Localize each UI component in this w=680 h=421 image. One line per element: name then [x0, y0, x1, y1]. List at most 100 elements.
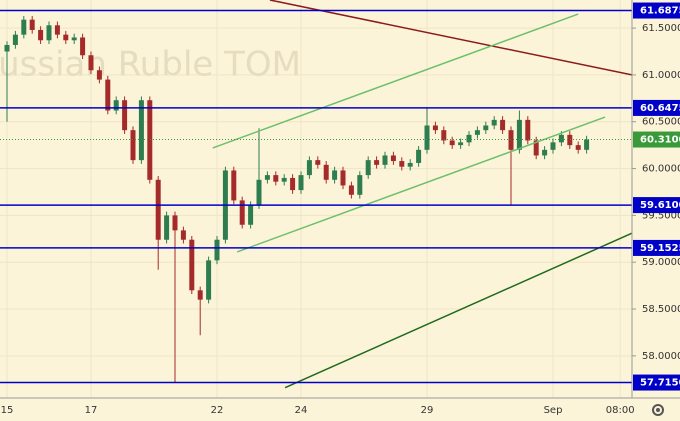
candle-body: [449, 140, 455, 146]
x-tick-label: 24: [295, 405, 308, 416]
candle-body: [138, 100, 144, 161]
candle-body: [96, 70, 102, 80]
candle-body: [407, 162, 413, 167]
y-tick-label: 61.5000: [642, 23, 680, 34]
y-tick-label: 59.5000: [642, 210, 680, 221]
candle-body: [458, 142, 464, 146]
candle-body: [189, 239, 195, 291]
candle-body: [113, 100, 119, 111]
x-tick-label: 15: [1, 405, 14, 416]
x-tick-label: 29: [421, 405, 434, 416]
candle-body: [550, 142, 556, 150]
candle-body: [567, 134, 573, 146]
candle-body: [54, 25, 60, 35]
y-tick-label: 58.0000: [642, 351, 680, 362]
candle-body: [575, 145, 581, 150]
candle-body: [390, 155, 396, 162]
y-tick-label: 60.5000: [642, 117, 680, 128]
last-price-label: 60.3100: [640, 135, 680, 146]
candle-body: [315, 160, 321, 165]
candle-body: [21, 19, 27, 35]
candle-body: [63, 34, 69, 41]
y-tick-label: 59.0000: [642, 257, 680, 268]
candle-body: [239, 200, 245, 225]
candle-body: [206, 260, 212, 300]
level-label: 61.6875: [640, 6, 680, 17]
level-box: [633, 99, 680, 116]
candle-body: [533, 140, 539, 156]
trendline: [212, 13, 579, 149]
candle-body: [147, 100, 153, 180]
candle-body: [46, 25, 52, 41]
candle-body: [264, 175, 270, 180]
candle-body: [348, 185, 354, 195]
candle-body: [130, 130, 136, 161]
level-box: [633, 197, 680, 214]
candle-body: [231, 170, 237, 201]
candle-body: [214, 239, 220, 261]
candle-body: [365, 160, 371, 176]
candle-body: [382, 155, 388, 165]
candle-body: [80, 37, 86, 56]
candle-body: [298, 175, 304, 191]
candle-body: [105, 79, 111, 111]
y-tick-label: 58.5000: [642, 304, 680, 315]
x-tick-label: 17: [85, 405, 98, 416]
candle-body: [516, 119, 522, 150]
level-box: [633, 239, 680, 256]
candle-body: [290, 177, 296, 191]
candle-body: [432, 125, 438, 131]
candle-body: [273, 175, 279, 182]
trendline: [284, 232, 632, 389]
trendline: [269, 0, 632, 76]
candle-body: [323, 164, 329, 180]
candle-body: [29, 19, 35, 30]
candle-body: [466, 134, 472, 143]
candle-body: [172, 215, 178, 231]
candle-body: [500, 119, 506, 131]
candle-body: [340, 170, 346, 186]
candle-body: [416, 149, 422, 163]
candle-body: [542, 149, 548, 156]
candle-body: [483, 125, 489, 131]
candle-body: [525, 119, 531, 141]
level-label: 57.7150: [640, 378, 680, 389]
candle-body: [12, 34, 18, 45]
candle-body: [306, 160, 312, 176]
plot-area: Russian Ruble TOM: [0, 0, 632, 398]
candle-body: [71, 37, 77, 41]
last-price-box: [633, 131, 680, 148]
candle-body: [38, 29, 44, 41]
candle-body: [441, 130, 447, 141]
gear[interactable]: [652, 404, 664, 416]
level-box: [633, 374, 680, 391]
y-tick-label: 61.0000: [642, 70, 680, 81]
candle-body: [155, 179, 161, 240]
candle-body: [122, 100, 128, 131]
gear-center[interactable]: [656, 408, 660, 412]
settings-icon[interactable]: [652, 404, 664, 416]
candle-body: [399, 161, 405, 167]
y-tick-label: 60.0000: [642, 164, 680, 175]
candle-body: [332, 170, 338, 180]
x-tick-label: 08:00: [606, 405, 635, 416]
candle-body: [248, 205, 254, 225]
candle-body: [281, 177, 287, 182]
candle-body: [558, 134, 564, 143]
candle-body: [4, 44, 10, 52]
candle-body: [88, 55, 94, 71]
candle-body: [256, 179, 262, 206]
candle-body: [180, 230, 186, 240]
x-tick-label: 22: [211, 405, 224, 416]
candle-body: [374, 160, 380, 165]
candle-body: [164, 215, 170, 240]
candle-body: [474, 130, 480, 135]
candle-body: [584, 139, 590, 150]
level-label: 59.6100: [640, 200, 680, 211]
x-tick-label: Sep: [544, 405, 563, 416]
watermark: Russian Ruble TOM: [0, 45, 301, 85]
candle-body: [424, 125, 430, 150]
